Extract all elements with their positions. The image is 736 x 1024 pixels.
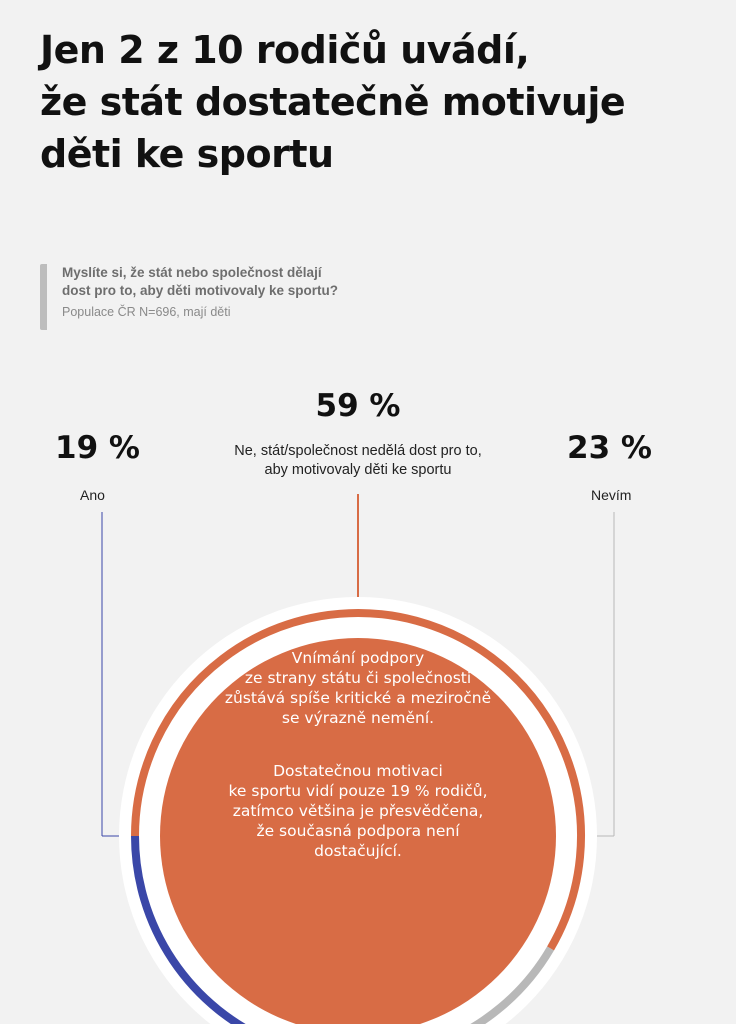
population-note: Populace ČR N=696, mají děti bbox=[62, 305, 231, 319]
category-label-nevim: Nevím bbox=[591, 487, 632, 503]
center-paragraph-1-line: ze strany státu či společnosti bbox=[244, 669, 472, 687]
question-block: Myslíte si, že stát nebo společnost děla… bbox=[40, 264, 338, 330]
center-paragraph-2-line: ke sportu vidí pouze 19 % rodičů, bbox=[228, 782, 488, 800]
value-label-nevim: 23 % bbox=[567, 430, 652, 466]
survey-question-line-2: dost pro to, aby děti motivovaly ke spor… bbox=[62, 283, 339, 298]
category-label-ne-line-1: Ne, stát/společnost nedělá dost pro to, bbox=[234, 443, 482, 459]
arc-ano bbox=[131, 835, 246, 1024]
survey-question: Myslíte si, že stát nebo společnost děla… bbox=[62, 264, 338, 300]
center-paragraph-1-line: se výrazně nemění. bbox=[281, 709, 435, 727]
survey-question-line-1: Myslíte si, že stát nebo společnost děla… bbox=[62, 265, 322, 280]
value-label-ne: 59 % bbox=[315, 388, 401, 424]
category-label-ne-line-2: aby motivovaly děti ke sportu bbox=[264, 462, 452, 478]
page-title: Jen 2 z 10 rodičů uvádí, že stát dostate… bbox=[40, 24, 720, 180]
center-paragraph-1-line: zůstává spíše kritické a meziročně bbox=[224, 689, 492, 707]
center-paragraph-2: Dostatečnou motivaci ke sportu vidí pouz… bbox=[188, 761, 528, 861]
arc-nevim bbox=[470, 946, 554, 1024]
center-paragraph-2-line: že současná podpora není bbox=[256, 822, 460, 840]
center-paragraph-2-line: dostačující. bbox=[314, 842, 402, 860]
arc-ne bbox=[131, 609, 585, 951]
center-paragraph-1: Vnímání podpory ze strany státu či spole… bbox=[188, 648, 528, 728]
category-label-ano: Ano bbox=[80, 487, 105, 503]
center-paragraph-1-line: Vnímání podpory bbox=[291, 649, 425, 667]
title-line-3: děti ke sportu bbox=[40, 132, 334, 176]
center-paragraph-2-line: Dostatečnou motivaci bbox=[273, 762, 443, 780]
category-label-ne: Ne, stát/společnost nedělá dost pro to, … bbox=[148, 442, 568, 480]
donut-center-disc bbox=[160, 638, 556, 1024]
center-paragraph-2-line: zatímco většina je přesvědčena, bbox=[232, 802, 484, 820]
value-label-ano: 19 % bbox=[55, 430, 140, 466]
title-line-2: že stát dostatečně motivuje bbox=[40, 80, 626, 124]
title-line-1: Jen 2 z 10 rodičů uvádí, bbox=[40, 28, 530, 72]
